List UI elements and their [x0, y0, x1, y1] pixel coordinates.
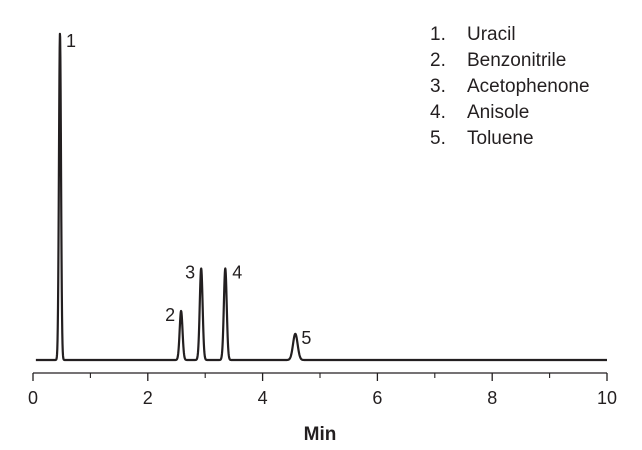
legend-entry-1: Uracil [467, 24, 516, 45]
legend-number: 1. [430, 24, 446, 45]
legend-number: 3. [430, 76, 446, 97]
peak-label-3: 3 [185, 262, 195, 282]
x-tick-label: 0 [28, 388, 38, 408]
x-axis-title: Min [304, 424, 337, 445]
peak-label-5: 5 [301, 328, 311, 348]
chromatogram-trace [35, 32, 608, 362]
trace-layer [35, 32, 608, 362]
peak-labels: 1 2 3 4 5 [66, 31, 311, 348]
x-tick-label: 2 [143, 388, 153, 408]
legend-entry-2: Benzonitrile [467, 50, 566, 71]
x-tick-label: 10 [597, 388, 617, 408]
legend-number: 5. [430, 128, 446, 149]
x-tick-label: 8 [487, 388, 497, 408]
legend: 1. Uracil 2. Benzonitrile 3. Acetophenone 4. An… [430, 24, 590, 149]
peak-label-2: 2 [165, 305, 175, 325]
legend-entry-3: Acetophenone [467, 76, 590, 97]
x-tick-label: 6 [372, 388, 382, 408]
peak-label-1: 1 [66, 31, 76, 51]
legend-number: 4. [430, 102, 446, 123]
x-tick-label: 4 [258, 388, 268, 408]
legend-number: 2. [430, 50, 446, 71]
peak-label-4: 4 [232, 262, 242, 282]
legend-entry-5: Toluene [467, 128, 534, 149]
x-axis: 0 2 4 6 8 10 [28, 372, 617, 408]
legend-entry-4: Anisole [467, 102, 529, 123]
